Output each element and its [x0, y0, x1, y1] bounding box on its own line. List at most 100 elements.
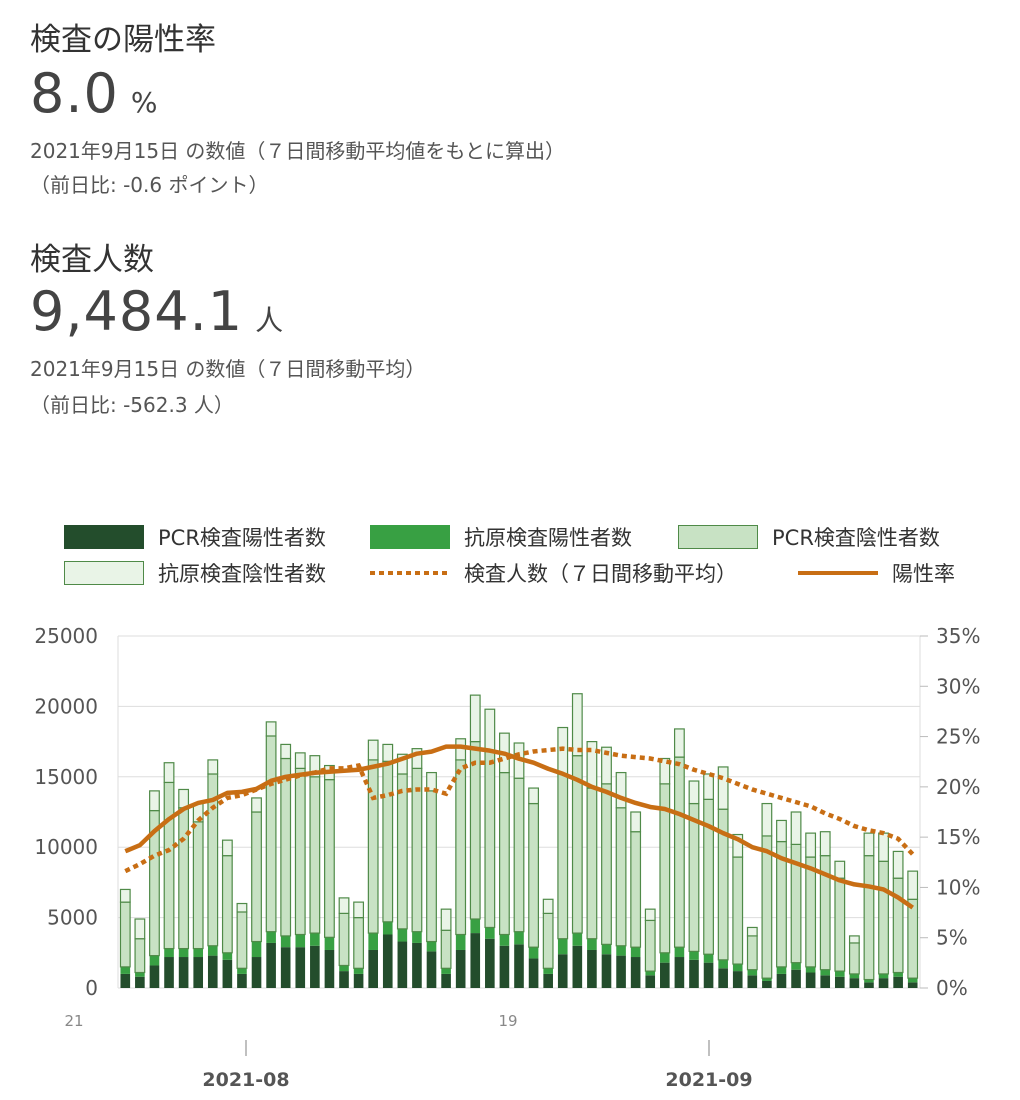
bar-pcr-negative — [746, 935, 758, 971]
bar-pcr-positive — [178, 957, 189, 988]
bar-pcr-positive — [193, 957, 204, 988]
rate-title: 検査の陽性率 — [30, 22, 216, 58]
bar-antigen-positive — [280, 935, 291, 948]
bar-pcr-negative — [382, 760, 394, 923]
bar-pcr-negative — [192, 821, 204, 950]
bar-pcr-positive — [207, 955, 218, 988]
bar-pcr-negative — [848, 942, 860, 975]
bar-antigen-negative — [163, 762, 175, 784]
bar-antigen-negative — [659, 757, 671, 785]
bar-pcr-negative — [134, 938, 146, 974]
rate-note: 2021年9月15日 の数値（７日間移動平均値をもとに算出） — [30, 139, 566, 163]
bar-pcr-negative — [644, 919, 656, 972]
bar-pcr-positive — [470, 933, 481, 988]
bar-pcr-negative — [440, 929, 452, 969]
legend-swatch-pcr-pos — [64, 525, 144, 549]
bar-antigen-negative — [251, 797, 262, 813]
y-right-tick-label: 5% — [936, 926, 968, 950]
bar-antigen-positive — [441, 968, 451, 974]
bar-pcr-negative — [907, 898, 919, 979]
legend-label-ma: 検査人数（７日間移動平均） — [464, 562, 737, 586]
bar-antigen-negative — [280, 743, 292, 760]
bar-pcr-positive — [455, 949, 466, 988]
bar-pcr-positive — [849, 978, 860, 988]
bar-pcr-positive — [295, 947, 306, 988]
bar-antigen-negative — [411, 748, 423, 769]
y-right-tick-label: 15% — [936, 825, 980, 849]
bar-antigen-negative — [615, 771, 627, 809]
bar-antigen-positive — [660, 952, 670, 963]
bar-pcr-negative — [761, 835, 773, 979]
legend-label-pcr-neg: PCR検査陰性者数 — [772, 526, 940, 550]
bar-pcr-positive — [762, 980, 772, 988]
bar-pcr-negative — [309, 776, 321, 934]
bar-pcr-positive — [543, 973, 553, 988]
bar-pcr-positive — [645, 975, 656, 988]
bar-pcr-negative — [615, 807, 627, 947]
legend-item-rate[interactable]: 陽性率 — [798, 558, 955, 588]
bar-antigen-positive — [791, 962, 801, 970]
bar-pcr-negative — [834, 877, 846, 972]
bar-antigen-positive — [805, 966, 816, 973]
bar-antigen-negative — [440, 908, 452, 931]
bar-antigen-negative — [542, 898, 554, 914]
bar-pcr-negative — [178, 807, 190, 950]
bar-antigen-positive — [295, 934, 306, 948]
legend-swatch-ag-neg — [64, 561, 144, 585]
bar-pcr-negative — [688, 802, 700, 952]
y-left-tick-label: 0 — [85, 976, 98, 1000]
legend-label-ag-neg: 抗原検査陰性者数 — [158, 562, 326, 586]
y-right-tick-label: 25% — [936, 725, 980, 749]
legend-swatch-ag-pos — [370, 525, 450, 549]
bar-pcr-negative — [557, 773, 569, 940]
rate-value-block: 8.0% — [30, 62, 158, 125]
bar-pcr-negative — [601, 783, 612, 945]
bar-pcr-negative — [411, 767, 423, 933]
legend-item-pcr-pos[interactable]: PCR検査陽性者数 — [64, 522, 326, 552]
bar-pcr-positive — [572, 945, 583, 988]
bar-pcr-positive — [397, 941, 408, 988]
bar-antigen-negative — [426, 771, 437, 792]
bar-antigen-positive — [178, 948, 189, 958]
tests-value: 9,484.1 — [30, 280, 244, 343]
bar-pcr-positive — [441, 973, 451, 988]
bar-antigen-negative — [309, 755, 321, 778]
bar-antigen-negative — [805, 832, 817, 858]
legend-item-pcr-neg[interactable]: PCR検査陰性者数 — [678, 522, 940, 552]
bar-pcr-negative — [119, 901, 131, 968]
bar-antigen-positive — [412, 931, 422, 943]
bar-pcr-positive — [120, 973, 131, 988]
legend-item-ma[interactable]: 検査人数（７日間移動平均） — [370, 558, 737, 588]
bar-antigen-positive — [820, 969, 831, 976]
bar-antigen-positive — [674, 947, 685, 958]
bar-pcr-positive — [266, 942, 276, 988]
positive-rate-chart: 0 5000 10000 15000 20000 25000 0% 5% 10% 15% 20% 25… — [34, 624, 980, 1091]
bar-antigen-positive — [834, 971, 845, 977]
bar-antigen-negative — [207, 759, 219, 775]
y-left-tick-label: 20000 — [34, 694, 98, 718]
bar-antigen-positive — [718, 959, 728, 969]
bar-antigen-negative — [746, 926, 758, 937]
bar-pcr-positive — [864, 982, 874, 988]
bar-antigen-negative — [221, 839, 233, 857]
bar-pcr-positive — [251, 957, 262, 988]
bar-antigen-negative — [790, 811, 802, 845]
bar-pcr-negative — [396, 773, 408, 930]
bar-antigen-positive — [762, 978, 772, 981]
bar-antigen-negative — [571, 693, 583, 757]
chart-lines — [124, 744, 915, 910]
bar-pcr-positive — [718, 968, 728, 988]
bar-pcr-negative — [251, 811, 262, 943]
legend-item-ag-neg[interactable]: 抗原検査陰性者数 — [64, 558, 326, 588]
y-right-tick-label: 30% — [936, 674, 980, 698]
y-right-tick-label: 35% — [936, 624, 980, 648]
bar-pcr-positive — [907, 982, 918, 988]
bar-pcr-negative — [426, 790, 437, 943]
bar-antigen-negative — [484, 708, 496, 753]
bar-antigen-positive — [149, 955, 160, 966]
bar-antigen-negative — [819, 831, 831, 857]
bar-antigen-negative — [848, 935, 860, 944]
bar-antigen-positive — [587, 938, 597, 950]
legend-item-ag-pos[interactable]: 抗原検査陽性者数 — [370, 522, 632, 552]
rate-value: 8.0 — [30, 62, 119, 125]
